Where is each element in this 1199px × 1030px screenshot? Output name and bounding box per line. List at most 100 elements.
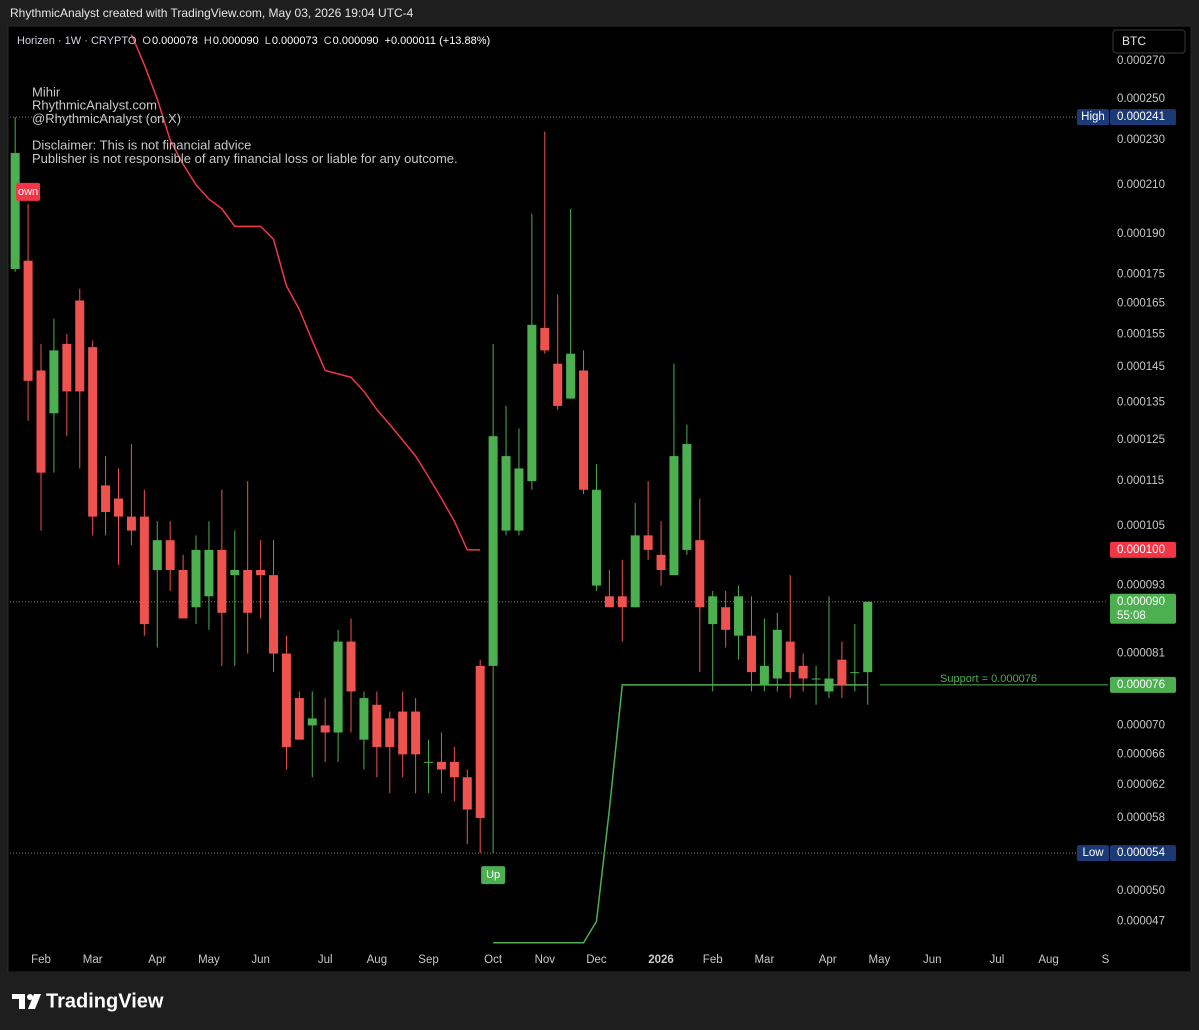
candle-body: [863, 601, 873, 673]
candle-body: [23, 260, 33, 381]
x-tick-label: Nov: [535, 954, 556, 966]
y-tick-label: 0.000145: [1117, 361, 1165, 373]
legend-text: 0.000090: [333, 35, 379, 47]
candle-body: [10, 153, 20, 269]
candle-body: [798, 665, 808, 679]
y-tick-label: 0.000062: [1117, 779, 1165, 791]
signal-label: own: [18, 186, 38, 198]
candle-body: [204, 549, 214, 597]
x-tick-label: 2026: [648, 954, 674, 966]
candle-body: [579, 370, 589, 490]
legend-text: H: [204, 35, 212, 47]
candle-body: [695, 540, 705, 608]
annotation: Mihir: [32, 84, 61, 99]
y-tick-label: 0.000105: [1117, 520, 1165, 532]
x-tick-label: Oct: [484, 954, 503, 966]
candle-body: [424, 761, 434, 763]
candle-body: [643, 535, 653, 550]
candle-body: [152, 540, 162, 570]
x-tick-label: Mar: [83, 954, 103, 966]
y-tick-label: 0.000047: [1117, 915, 1165, 927]
candle-body: [630, 535, 640, 608]
annotation: RhythmicAnalyst.com: [32, 98, 157, 113]
price-label-box: [1110, 676, 1176, 693]
candle-body: [398, 711, 408, 755]
candle-body: [372, 704, 382, 747]
logo-shape: [27, 994, 33, 1000]
y-tick-label: 0.000115: [1117, 475, 1164, 487]
currency-button[interactable]: [1112, 29, 1186, 54]
candle-body: [436, 761, 446, 770]
y-tick-label: 0.000058: [1117, 812, 1165, 824]
y-tick-label: 0.000093: [1117, 580, 1165, 592]
candle-body: [449, 761, 459, 778]
candle-body: [488, 436, 498, 666]
x-tick-label: Aug: [367, 954, 387, 966]
candle-body: [540, 327, 550, 351]
y-tick-label: 0.000230: [1117, 134, 1165, 146]
candle-body: [721, 607, 731, 630]
candle-body: [837, 659, 847, 685]
candle-body: [114, 498, 124, 517]
y-tick-label: 0.000125: [1117, 434, 1165, 446]
candle-body: [824, 678, 834, 692]
y-tick-label: 0.000070: [1117, 719, 1165, 731]
candle-body: [36, 370, 46, 473]
candle-body: [708, 596, 718, 625]
price-label-box: [1110, 541, 1176, 558]
x-tick-label: May: [868, 954, 890, 966]
candle-body: [191, 549, 201, 608]
candle-body: [294, 698, 304, 740]
candle-body: [333, 641, 343, 733]
trend-line: [493, 684, 868, 944]
candle-body: [682, 444, 692, 550]
price-label-box: [1110, 593, 1176, 624]
candle-body: [759, 665, 769, 685]
x-tick-label: Feb: [31, 954, 51, 966]
candle-body: [243, 569, 253, 613]
legend-text: Horizen · 1W · CRYPTO: [17, 35, 137, 47]
top-bar: [0, 0, 1199, 26]
tag-label: High: [1081, 111, 1105, 123]
brand: TradingView: [46, 990, 164, 1012]
candle-body: [734, 596, 744, 636]
x-tick-label: Apr: [148, 954, 166, 966]
y-tick-label: 0.000210: [1117, 179, 1165, 191]
annotation: @RhythmicAnalyst (on X): [32, 111, 181, 126]
legend-text: 0.000078: [152, 35, 198, 47]
x-tick-label: Feb: [703, 954, 723, 966]
price-label: 0.000100: [1117, 544, 1165, 556]
y-tick-label: 0.000190: [1117, 228, 1165, 240]
signal-box: [481, 866, 506, 885]
legend-text: O: [142, 35, 151, 47]
logo-shape: [12, 994, 25, 999]
support-note: Support = 0.000076: [940, 673, 1037, 685]
x-tick-label: Sep: [418, 954, 438, 966]
tag-box: [1077, 845, 1109, 862]
price-label: 0.000076: [1117, 679, 1165, 691]
price-label-box: [1110, 845, 1176, 862]
candle-body: [269, 575, 279, 654]
y-tick-label: 0.000066: [1117, 748, 1165, 760]
candle-body: [656, 554, 666, 570]
candle-body: [385, 718, 395, 747]
signal-label: Up: [486, 869, 500, 881]
x-tick-label: Jul: [990, 954, 1005, 966]
candle-body: [811, 678, 821, 680]
x-tick-label: Jun: [251, 954, 270, 966]
candle-body: [359, 698, 369, 740]
y-tick-label: 0.000165: [1117, 298, 1165, 310]
candle-body: [604, 596, 614, 608]
candle-body: [553, 363, 563, 406]
candle-body: [256, 569, 266, 576]
currency[interactable]: BTC: [1122, 34, 1146, 48]
plot-area: own Up: [10, 34, 1108, 944]
caption: RhythmicAnalyst created with TradingView…: [10, 6, 414, 20]
annotation: Disclaimer: This is not financial advice: [32, 138, 251, 153]
signal-box: [16, 182, 41, 201]
y-tick-label: 0.000081: [1117, 648, 1165, 660]
price-label: 0.000054: [1117, 847, 1166, 859]
annotation: Publisher is not responsible of any fina…: [32, 151, 458, 166]
price-label: 0.000241: [1117, 111, 1165, 123]
